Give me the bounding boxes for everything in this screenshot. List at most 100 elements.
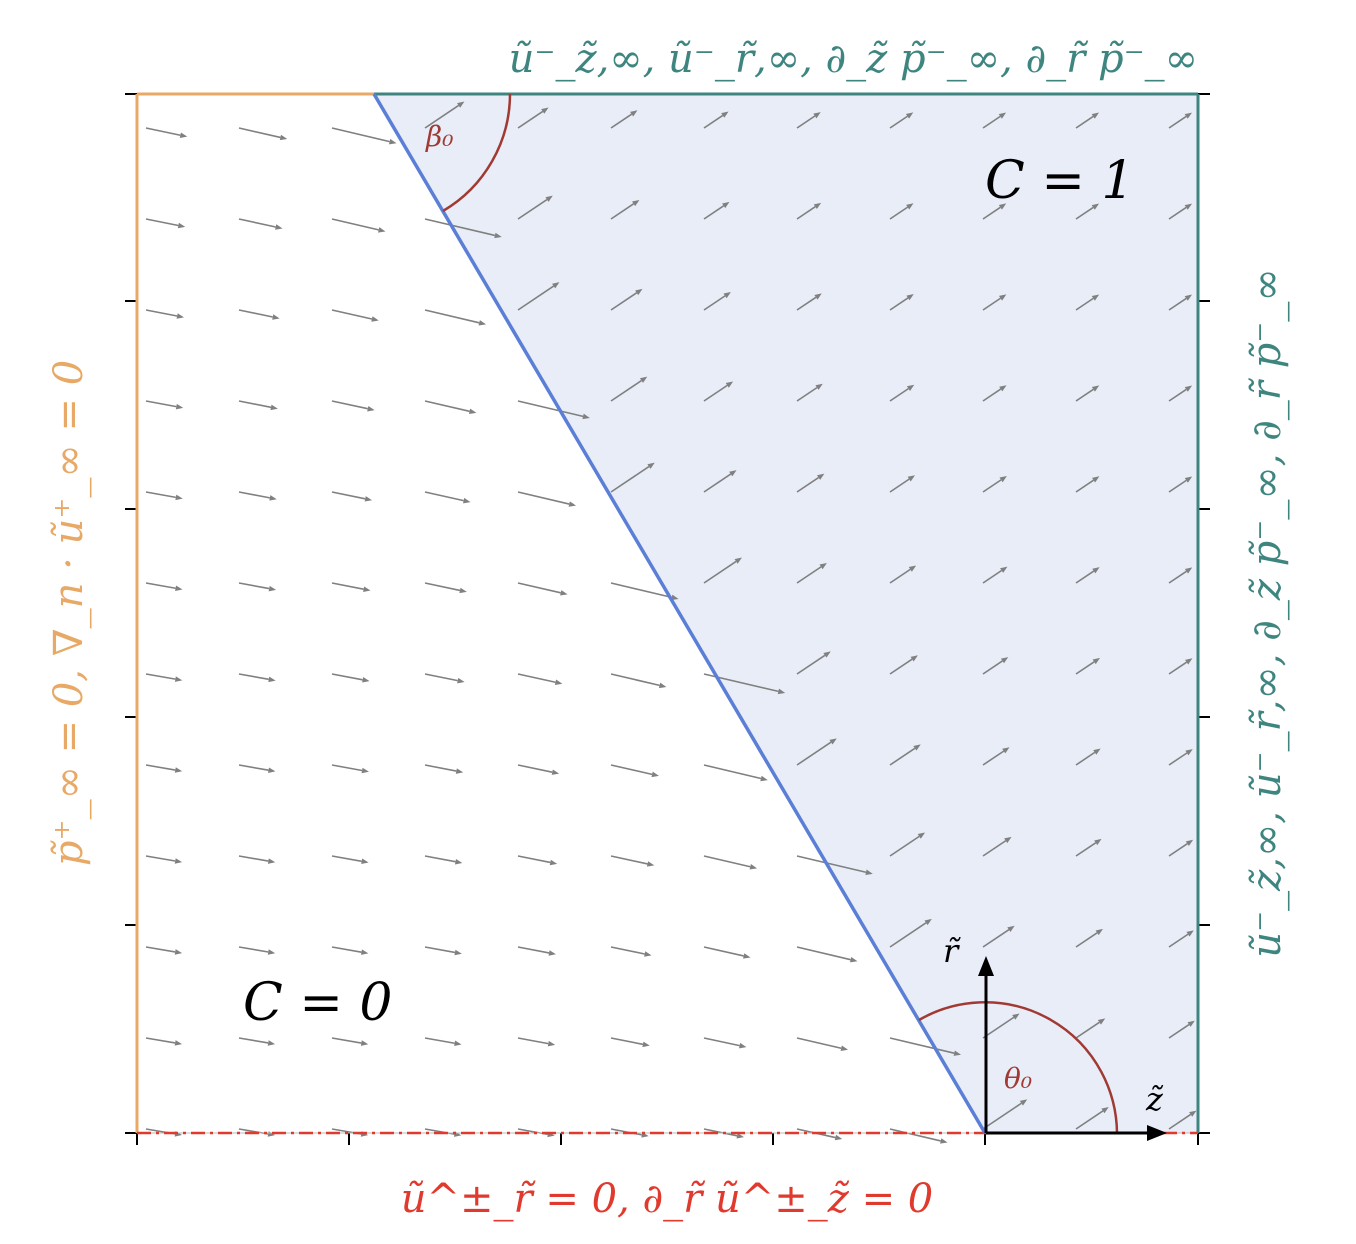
- velocity-arrow: [889, 294, 914, 311]
- velocity-arrow: [331, 764, 369, 774]
- velocity-arrow: [145, 673, 183, 682]
- velocity-arrow: [796, 1037, 849, 1051]
- velocity-arrow: [238, 946, 276, 955]
- velocity-arrow: [517, 400, 590, 420]
- velocity-arrow: [889, 565, 917, 584]
- z-axis-label: z̃: [1145, 1080, 1164, 1118]
- velocity-arrow: [703, 470, 737, 493]
- velocity-arrow: [610, 764, 659, 778]
- velocity-arrow: [796, 651, 831, 675]
- velocity-arrow: [796, 738, 837, 766]
- theta-label: θ₀: [1004, 1062, 1032, 1095]
- velocity-arrow: [1075, 748, 1101, 766]
- velocity-arrow: [889, 1128, 948, 1144]
- velocity-arrow: [1168, 1110, 1197, 1130]
- velocity-arrow: [517, 764, 560, 775]
- velocity-arrow: [796, 383, 823, 402]
- velocity-arrow: [796, 473, 825, 493]
- velocity-arrow: [1168, 749, 1193, 766]
- left-boundary-label: p̃⁺_∞ = 0, ∇_n · ũ⁺_∞ = 0: [46, 360, 92, 866]
- velocity-arrow: [424, 309, 487, 326]
- velocity-arrow: [424, 101, 465, 129]
- velocity-arrow: [1168, 385, 1193, 402]
- velocity-arrow: [1168, 567, 1193, 584]
- velocity-arrow: [610, 288, 643, 311]
- top-boundary-label: ũ⁻_z̃,∞, ũ⁻_r̃,∞, ∂_z̃ p̃⁻_∞, ∂_r̃ p̃⁻_∞: [509, 36, 1198, 82]
- velocity-arrow: [982, 1099, 1028, 1130]
- velocity-arrow: [517, 946, 556, 956]
- velocity-arrow: [1075, 1107, 1109, 1130]
- velocity-arrow: [982, 294, 1007, 311]
- velocity-arrow: [331, 673, 370, 683]
- velocity-arrow: [796, 1128, 843, 1141]
- beta-label: β₀: [425, 120, 453, 153]
- velocity-arrow: [145, 946, 183, 955]
- velocity-arrow: [1075, 294, 1100, 311]
- velocity-arrow: [889, 918, 932, 948]
- velocity-arrow: [238, 127, 288, 141]
- velocity-arrow: [238, 218, 283, 230]
- velocity-arrow: [238, 491, 277, 501]
- interface-line: [372, 93, 987, 1134]
- velocity-arrow: [889, 475, 915, 493]
- right-boundary-label: ũ⁻_z̃,∞, ũ⁻_r̃,∞, ∂_z̃ p̃⁻_∞, ∂_r̃ p̃⁻_∞: [1244, 268, 1290, 957]
- velocity-arrow: [331, 1037, 369, 1046]
- velocity-arrow: [982, 747, 1010, 766]
- velocity-arrow: [517, 1037, 556, 1047]
- velocity-arrow: [703, 946, 751, 959]
- velocity-arrow: [238, 855, 276, 864]
- velocity-arrow: [796, 112, 821, 129]
- velocity-arrow: [1075, 385, 1100, 402]
- theta-angle-arc: [918, 1001, 1119, 1134]
- velocity-arrow: [703, 855, 758, 870]
- velocity-arrow: [145, 582, 183, 591]
- velocity-arrow: [331, 946, 369, 955]
- velocity-arrow: [424, 1037, 462, 1047]
- liquid-region: [374, 94, 1198, 1133]
- velocity-arrow: [1075, 112, 1100, 129]
- velocity-arrow: [145, 400, 184, 410]
- velocity-arrow: [889, 832, 926, 857]
- velocity-arrow: [1168, 1020, 1195, 1039]
- velocity-arrow: [424, 218, 502, 239]
- velocity-arrow: [610, 1037, 650, 1048]
- velocity-arrow: [424, 400, 477, 415]
- velocity-arrow: [889, 655, 918, 675]
- velocity-arrow: [331, 855, 369, 865]
- velocity-arrow: [889, 384, 915, 402]
- r-axis-label: r̃: [943, 932, 962, 970]
- velocity-arrow: [424, 582, 467, 594]
- velocity-arrow: [982, 203, 1007, 220]
- velocity-arrow: [982, 475, 1007, 493]
- velocity-arrow: [145, 218, 186, 229]
- velocity-arrow: [331, 127, 397, 145]
- velocity-arrow: [424, 855, 463, 865]
- velocity-arrow: [982, 112, 1007, 129]
- velocity-arrow: [796, 946, 858, 963]
- velocity-arrow: [703, 381, 734, 402]
- velocity-arrow: [982, 385, 1007, 402]
- velocity-arrow: [331, 582, 371, 592]
- velocity-arrow: [517, 582, 568, 596]
- velocity-arrow: [796, 562, 827, 584]
- velocity-arrow: [889, 1037, 962, 1056]
- velocity-arrow: [1168, 658, 1193, 675]
- velocity-arrow: [982, 925, 1015, 948]
- velocity-arrow: [517, 491, 577, 507]
- velocity-arrow: [889, 203, 914, 220]
- velocity-arrow: [145, 309, 184, 319]
- velocity-arrow: [145, 127, 188, 138]
- velocity-arrow: [517, 282, 560, 311]
- velocity-arrow: [1075, 203, 1100, 220]
- velocity-arrow: [145, 1037, 183, 1046]
- velocity-arrow: [1168, 203, 1193, 220]
- velocity-arrow: [889, 744, 921, 766]
- velocity-arrow: [517, 855, 558, 866]
- velocity-arrow: [331, 491, 373, 502]
- velocity-arrow: [238, 764, 276, 773]
- velocity-arrow: [610, 110, 638, 129]
- velocity-arrow: [424, 946, 462, 956]
- velocity-arrow: [889, 112, 914, 129]
- velocity-arrow: [610, 673, 667, 689]
- velocity-arrow: [1075, 928, 1103, 948]
